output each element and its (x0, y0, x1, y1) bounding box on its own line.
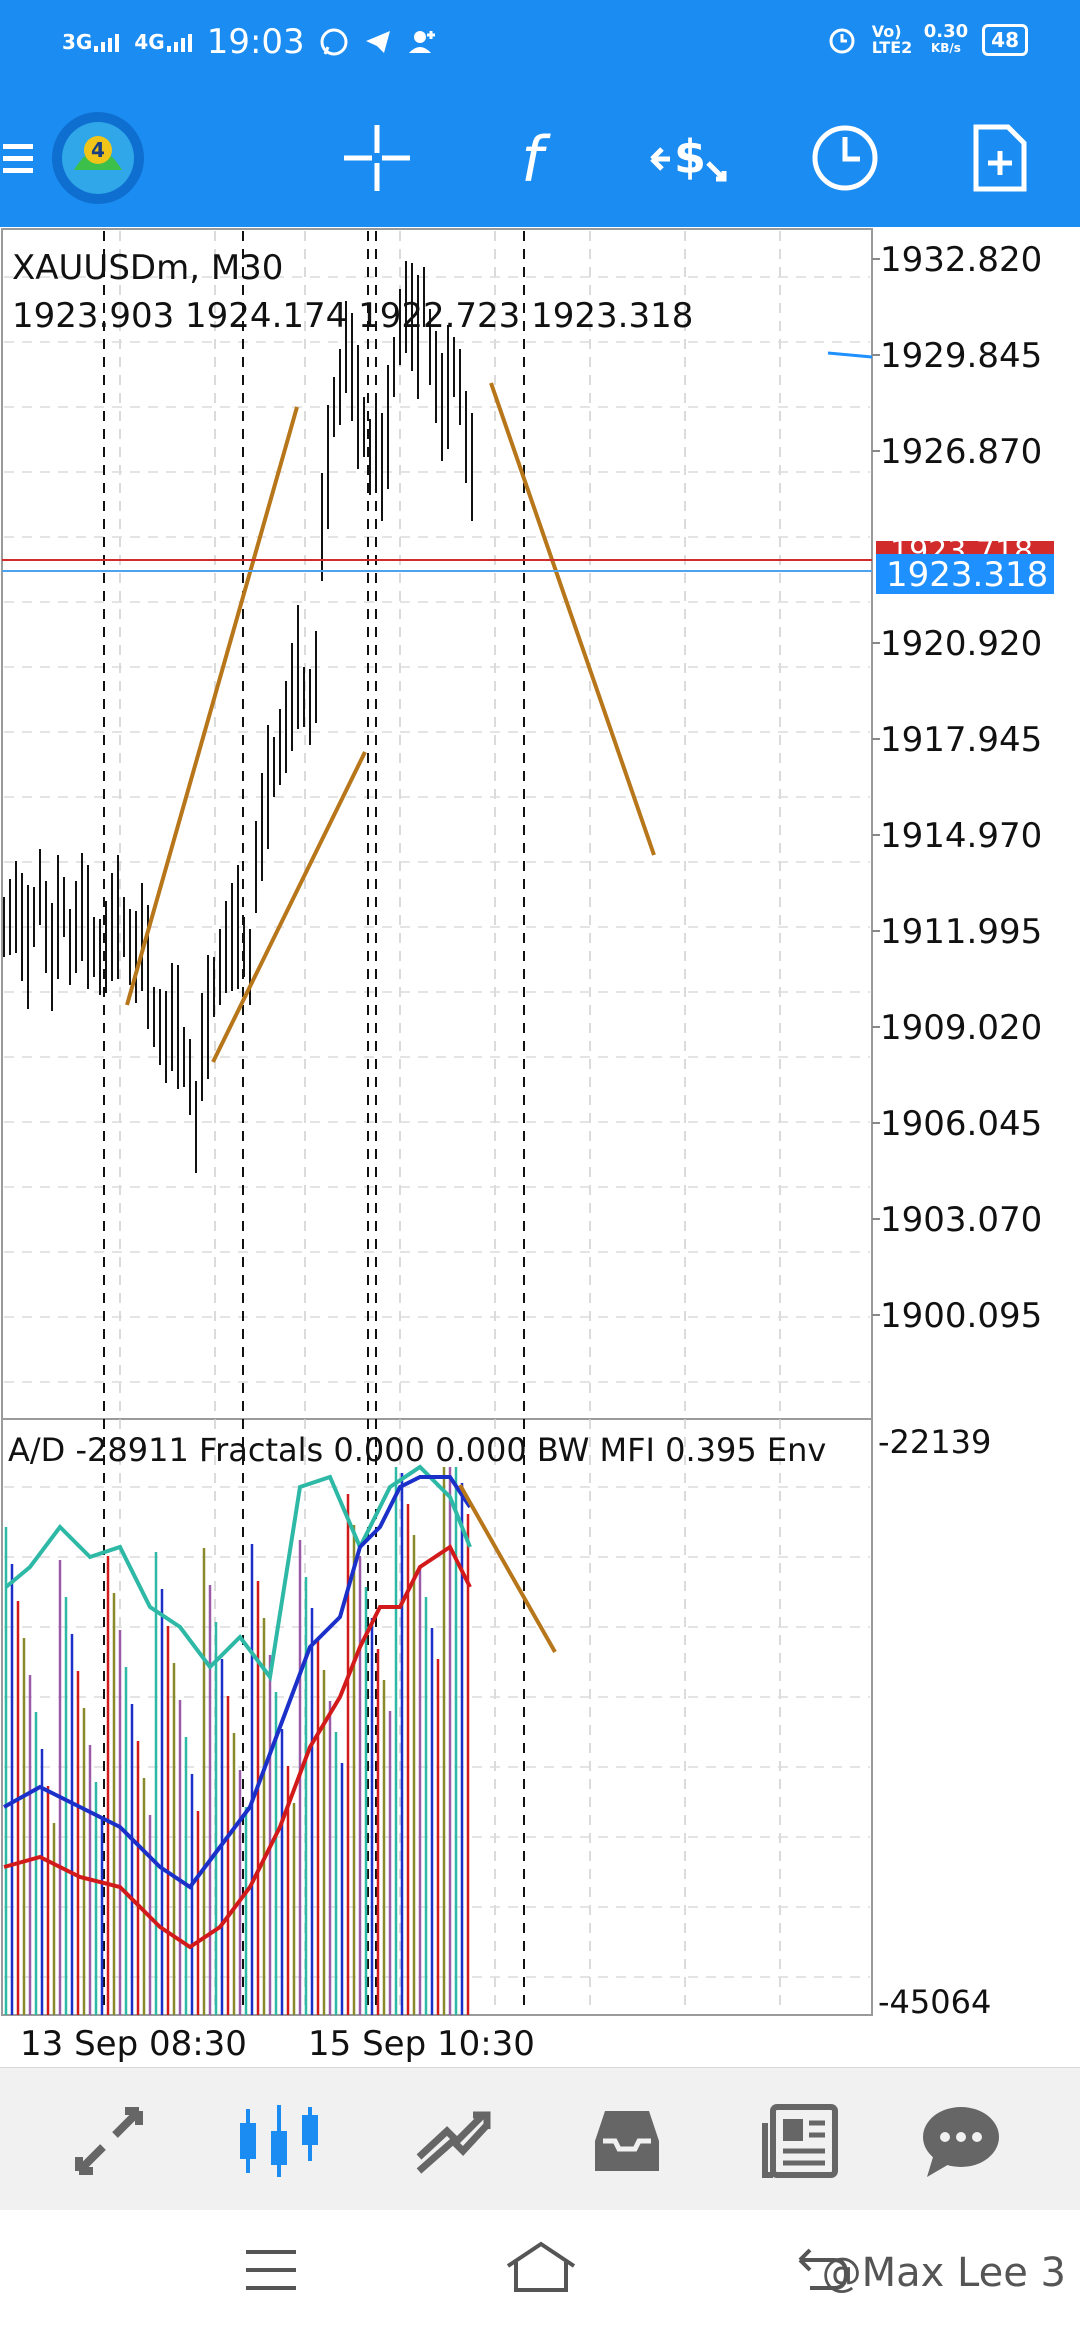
chart-toolbar: 4 f $ (0, 90, 1080, 227)
indicator-bottom-value: -45064 (878, 1983, 991, 2021)
current-price-marker (827, 351, 873, 359)
network-3g-label: 3G (62, 30, 93, 54)
bid-price-tag (876, 554, 1054, 594)
signal-icon (166, 34, 192, 52)
back-icon[interactable] (790, 2246, 850, 2300)
chart-area[interactable]: 1932.820 1929.845 1926.870 1920.920 1917.945… (0, 227, 1080, 2067)
trendline (211, 751, 367, 1063)
volte-indicator: Vo) LTE2 (871, 22, 913, 57)
history-icon[interactable] (582, 2096, 672, 2186)
crosshair-icon[interactable] (337, 118, 417, 198)
svg-text:f: f (521, 123, 551, 193)
main-pane-frame (1, 228, 873, 1420)
ohlc-label: 1923.903 1924.174 1922.723 1923.318 (12, 296, 693, 336)
mfi-line (4, 1464, 472, 1682)
contact-add-icon (408, 31, 435, 53)
price-bars (3, 261, 473, 1173)
recents-menu-icon[interactable] (244, 2248, 298, 2296)
grid (4, 231, 870, 2013)
svg-text:$: $ (674, 130, 706, 184)
trade-icon[interactable] (408, 2096, 498, 2186)
menu-icon[interactable] (0, 118, 40, 198)
bottom-navigation (0, 2067, 1080, 2211)
trendline (125, 406, 299, 1006)
price-chart[interactable]: 1932.820 1929.845 1926.870 1920.920 1917.945… (0, 227, 1080, 2067)
metatrader-logo[interactable]: 4 (48, 108, 148, 208)
price-scale-label: 1903.070 (880, 1200, 1042, 1240)
price-scale-label: 1906.045 (880, 1104, 1042, 1144)
time-label-1: 13 Sep 08:30 (20, 2024, 247, 2064)
new-document-icon[interactable] (960, 118, 1040, 198)
network-speed: 0.30 KB/s (923, 21, 969, 56)
bid-price-label: 1923.318 (886, 555, 1048, 595)
period-clock-icon[interactable] (805, 118, 885, 198)
whatsapp-icon (320, 28, 348, 56)
price-scale-label: 1900.095 (880, 1296, 1042, 1336)
network-3g-indicator: 3G (62, 32, 120, 52)
period-separators (103, 231, 525, 2013)
time-label-2: 15 Sep 10:30 (308, 2024, 535, 2064)
network-4g-indicator: 4G (134, 32, 192, 52)
envelope-upper-line (3, 1475, 472, 1890)
indicator-top-value: -22139 (878, 1423, 991, 1461)
symbol-label: XAUUSDm, M30 (12, 248, 283, 288)
trendlines (125, 382, 656, 1653)
price-scale-label: 1909.020 (880, 1008, 1042, 1048)
price-scale-label: 1914.970 (880, 816, 1042, 856)
home-icon[interactable] (504, 2240, 578, 2298)
alarm-icon (829, 28, 855, 54)
trade-icon[interactable]: $ (648, 118, 728, 198)
speed-unit: KB/s (930, 41, 961, 55)
envelope-lower-line (3, 1544, 472, 1950)
svg-text:4: 4 (91, 138, 105, 162)
system-navigation-bar: @Max Lee 3 (0, 2210, 1080, 2340)
status-bar: 3G 4G 19:03 Vo) LTE2 0.30 KB/s 48 (0, 0, 1080, 90)
price-scale-label: 1920.920 (880, 624, 1042, 664)
telegram-icon (365, 31, 390, 53)
quotes-icon[interactable] (64, 2096, 154, 2186)
price-scale-label: 1932.820 (880, 240, 1042, 280)
battery-indicator: 48 (982, 24, 1028, 56)
network-4g-label: 4G (134, 30, 165, 54)
indicator-label: A/D -28911 Fractals 0.000 0.000 BW MFI 0… (8, 1431, 826, 1469)
price-scale-label: 1917.945 (880, 720, 1042, 760)
news-icon[interactable] (756, 2096, 846, 2186)
watermark-text: @Max Lee 3 (821, 2250, 1066, 2296)
messages-icon[interactable] (916, 2096, 1006, 2186)
price-scale-label: 1911.995 (880, 912, 1042, 952)
trendline (458, 1484, 557, 1653)
signal-icon (94, 34, 120, 52)
clock: 19:03 (206, 22, 305, 62)
indicators-f-icon[interactable]: f (492, 118, 572, 198)
chart-icon[interactable] (234, 2096, 324, 2186)
price-scale: 1932.820 1929.845 1926.870 1920.920 1917.945… (872, 240, 1042, 1336)
price-scale-label: 1929.845 (880, 336, 1042, 376)
trendline (489, 382, 656, 856)
speed-value: 0.30 (923, 21, 969, 42)
indicator-series (3, 1464, 472, 2015)
price-scale-label: 1926.870 (880, 432, 1042, 472)
